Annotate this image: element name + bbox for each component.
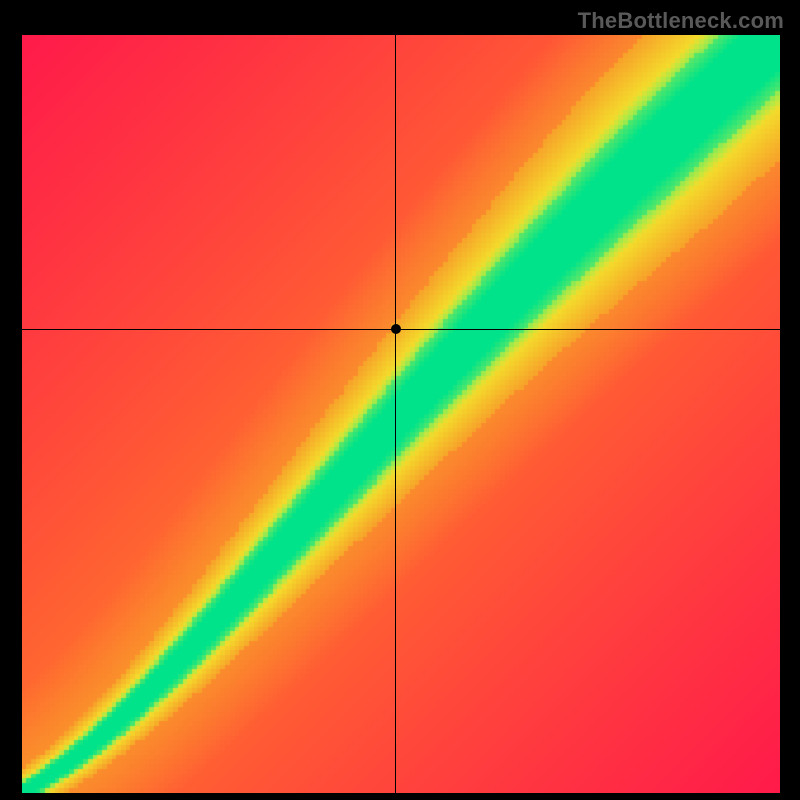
crosshair-marker xyxy=(391,324,401,334)
crosshair-vertical xyxy=(395,35,396,793)
chart-container: TheBottleneck.com xyxy=(0,0,800,800)
crosshair-horizontal xyxy=(22,329,780,330)
watermark-text: TheBottleneck.com xyxy=(578,8,784,34)
heatmap-canvas xyxy=(22,35,780,793)
